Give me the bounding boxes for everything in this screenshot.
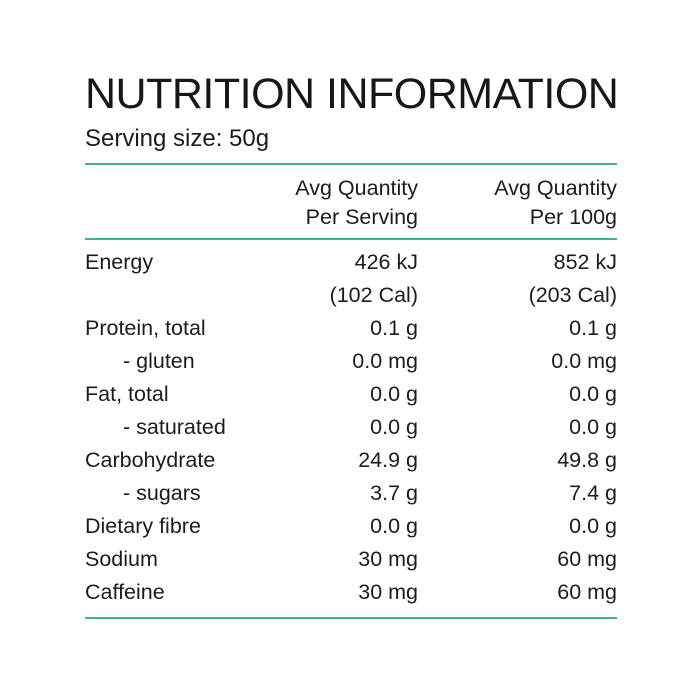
value-per-serving: 0.0 g [370,382,418,406]
header-per-serving: Avg Quantity Per Serving [255,174,418,232]
header-per-serving-line1: Avg Quantity [295,176,418,200]
row-label: - gluten [123,349,195,373]
row-label: Sodium [85,547,158,571]
table-row: Protein, total 0.1 g 0.1 g [85,312,617,345]
row-label: Energy [85,250,154,274]
value-per-100g: 0.0 g [569,514,617,538]
table-header-row: Avg Quantity Per Serving Avg Quantity Pe… [85,165,617,238]
table-row: Caffeine 30 mg 60 mg [85,576,617,609]
value-per-serving: 3.7 g [370,481,418,505]
value-per-100g: 0.1 g [569,316,617,340]
divider-bottom [85,617,617,619]
value-per-100g: 60 mg [557,547,617,571]
header-per-100g-line1: Avg Quantity [494,176,617,200]
row-label: Caffeine [85,580,165,604]
value-per-100g: (203 Cal) [528,283,617,307]
header-per-100g: Avg Quantity Per 100g [418,174,617,232]
value-per-serving: 30 mg [358,547,418,571]
table-row: - gluten 0.0 mg 0.0 mg [85,345,617,378]
row-label: - sugars [123,481,201,505]
value-per-100g: 0.0 mg [551,349,617,373]
header-per-serving-line2: Per Serving [305,205,418,229]
table-row: Sodium 30 mg 60 mg [85,543,617,576]
table-row: - sugars 3.7 g 7.4 g [85,477,617,510]
divider-top [85,163,617,165]
row-label: Carbohydrate [85,448,216,472]
table-row: Dietary fibre 0.0 g 0.0 g [85,510,617,543]
value-per-100g: 852 kJ [553,250,617,274]
value-per-serving: 426 kJ [354,250,418,274]
value-per-serving: 30 mg [358,580,418,604]
table-row: (102 Cal) (203 Cal) [85,279,617,312]
header-per-100g-line2: Per 100g [529,205,617,229]
panel-title: NUTRITION INFORMATION [85,70,619,118]
header-spacer [85,174,255,232]
divider-header [85,238,617,240]
table-row: - saturated 0.0 g 0.0 g [85,411,617,444]
row-label: Fat, total [85,382,169,406]
table-row: Energy 426 kJ 852 kJ [85,246,617,279]
value-per-serving: (102 Cal) [329,283,418,307]
table-body: Energy 426 kJ 852 kJ (102 Cal) (203 Cal)… [85,240,617,617]
value-per-serving: 0.0 mg [352,349,418,373]
value-per-100g: 0.0 g [569,382,617,406]
serving-size-text: Serving size: 50g [85,125,270,152]
table-row: Carbohydrate 24.9 g 49.8 g [85,444,617,477]
value-per-100g: 49.8 g [557,448,617,472]
table-row: Fat, total 0.0 g 0.0 g [85,378,617,411]
value-per-serving: 0.0 g [370,415,418,439]
value-per-serving: 0.0 g [370,514,418,538]
value-per-serving: 0.1 g [370,316,418,340]
row-label: - saturated [123,415,226,439]
nutrition-panel: NUTRITION INFORMATION Serving size: 50g … [85,0,619,619]
row-label: Dietary fibre [85,514,201,538]
value-per-100g: 60 mg [557,580,617,604]
row-label [85,279,255,312]
value-per-100g: 7.4 g [569,481,617,505]
value-per-100g: 0.0 g [569,415,617,439]
value-per-serving: 24.9 g [358,448,418,472]
row-label: Protein, total [85,316,206,340]
